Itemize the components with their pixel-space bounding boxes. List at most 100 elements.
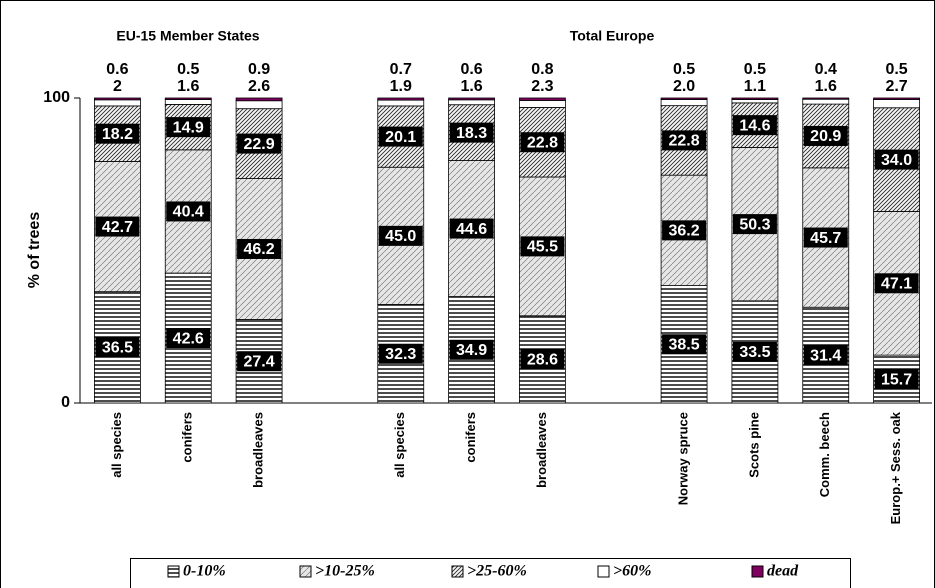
y-tick-label: 100 (43, 89, 70, 106)
data-label: 0.5 (744, 61, 766, 78)
data-label: 45.5 (527, 239, 558, 256)
bar-segment (519, 100, 566, 108)
bar-segment (235, 97, 283, 102)
data-label: 47.1 (881, 276, 912, 293)
data-label: 0.6 (460, 61, 482, 78)
bar-segment (731, 97, 779, 100)
data-label: 22.9 (244, 136, 275, 153)
data-label: 27.4 (244, 353, 275, 370)
data-label: 46.2 (244, 241, 275, 258)
x-tick-label: conifers (463, 412, 478, 463)
bar-segment (377, 99, 425, 107)
data-label: 0.4 (815, 61, 837, 78)
bar-segment (731, 99, 779, 104)
label-bg (95, 337, 140, 358)
bar-segment (873, 97, 920, 100)
data-label: 0.5 (177, 61, 199, 78)
data-label: 34.0 (881, 152, 912, 169)
data-label: 0.8 (531, 61, 553, 78)
bar-segment (448, 97, 495, 101)
label-bg (237, 351, 282, 372)
label-bg (95, 216, 140, 237)
x-tick-label: conifers (180, 412, 195, 463)
bar-segment (164, 97, 212, 100)
legend-swatch (597, 565, 610, 578)
data-label: 18.3 (456, 125, 487, 142)
label-bg (803, 345, 848, 366)
x-tick-label: all species (109, 412, 124, 478)
data-label: 2.6 (248, 78, 270, 95)
label-bg (662, 220, 707, 241)
data-label: 1.6 (177, 78, 199, 95)
data-label: 22.8 (669, 133, 700, 150)
bar-segment (660, 97, 708, 100)
data-label: 32.3 (385, 346, 416, 363)
x-tick-label: Norway spruce (676, 412, 691, 505)
data-label: 45.7 (810, 230, 841, 247)
data-label: 20.9 (810, 128, 841, 145)
label-bg (874, 369, 919, 390)
label-bg (874, 273, 919, 294)
bar-segment (377, 97, 425, 101)
x-tick-label: broadleaves (251, 412, 266, 488)
x-tick-label: broadleaves (534, 412, 549, 488)
legend-label: >10-25% (315, 563, 375, 580)
label-bg (520, 236, 565, 257)
legend-label: >25-60% (467, 563, 527, 580)
data-label: 45.0 (385, 228, 416, 245)
data-label: 2.7 (885, 78, 907, 95)
label-bg (803, 125, 848, 146)
bar-segment (448, 99, 495, 106)
data-label: 36.2 (669, 223, 700, 240)
legend-label: >60% (613, 563, 651, 580)
label-bg (95, 123, 140, 144)
label-bg (166, 201, 211, 222)
data-label: 2.0 (673, 78, 695, 95)
label-bg (803, 227, 848, 248)
data-label: 18.2 (102, 126, 133, 143)
bar-segment (660, 99, 708, 107)
label-bg (874, 149, 919, 170)
data-label: 28.6 (527, 352, 558, 369)
legend-swatch (299, 565, 312, 578)
x-tick-label: all species (392, 412, 407, 478)
data-label: 0.9 (248, 61, 270, 78)
legend-label: dead (767, 563, 799, 580)
label-bg (449, 218, 494, 239)
data-label: 31.4 (810, 347, 841, 364)
data-label: 1.9 (390, 78, 412, 95)
bar-segment (802, 97, 850, 100)
legend-label: 0-10% (183, 563, 226, 580)
data-label: 1.1 (744, 78, 766, 95)
label-bg (166, 117, 211, 138)
data-label: 34.9 (456, 342, 487, 359)
data-label: 14.9 (173, 119, 204, 136)
y-tick-label: 0 (61, 394, 70, 411)
data-label: 15.7 (881, 371, 912, 388)
y-axis-label: % of trees (26, 212, 43, 289)
data-label: 42.6 (173, 330, 204, 347)
data-label: 1.6 (460, 78, 482, 95)
data-label: 1.6 (815, 78, 837, 95)
bar-segment (235, 100, 283, 110)
data-label: 14.6 (739, 117, 770, 134)
data-label: 36.5 (102, 340, 133, 357)
label-bg (662, 130, 707, 151)
data-label: 40.4 (173, 204, 204, 221)
x-tick-label: Europ.+ Sess. oak (888, 411, 903, 524)
x-tick-label: Scots pine (746, 412, 761, 478)
label-bg (520, 349, 565, 370)
label-bg (732, 214, 777, 235)
legend-box (130, 558, 851, 588)
label-bg (378, 225, 423, 246)
label-bg (237, 238, 282, 259)
data-label: 22.8 (527, 134, 558, 151)
group-label: EU-15 Member States (116, 28, 259, 44)
data-label: 0.5 (673, 61, 695, 78)
bar-segment (519, 97, 566, 101)
legend-swatch (451, 565, 464, 578)
data-label: 0.6 (106, 61, 128, 78)
label-bg (662, 334, 707, 355)
bar-segment (94, 97, 141, 101)
